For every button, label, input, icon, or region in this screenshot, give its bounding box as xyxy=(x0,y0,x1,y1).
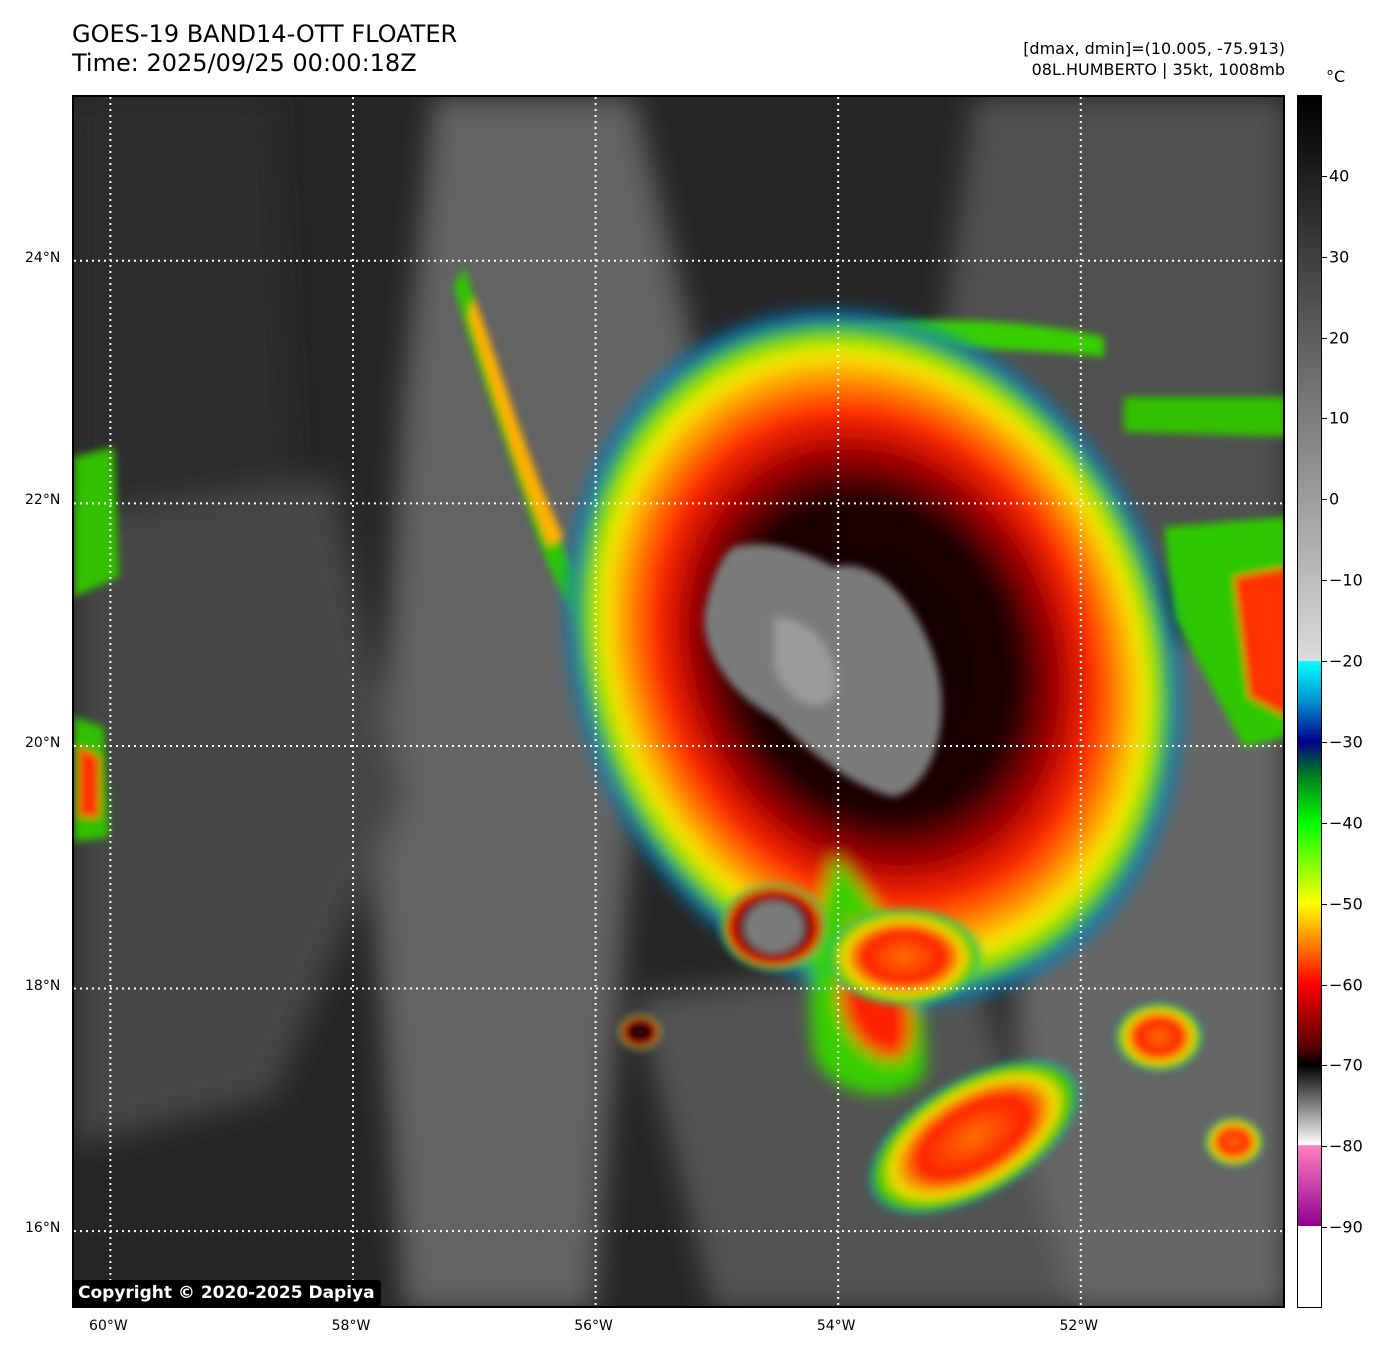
dmax-dmin-readout: [dmax, dmin]=(10.005, -75.913) xyxy=(1023,39,1285,58)
colorbar-tick-mark xyxy=(1322,1227,1327,1229)
lat-label: 16°N xyxy=(25,1220,61,1237)
lat-label: 22°N xyxy=(25,492,61,509)
colorbar-tick-label: −60 xyxy=(1329,975,1363,995)
colorbar-tick-mark xyxy=(1322,256,1327,258)
colorbar xyxy=(1297,95,1322,1308)
storm-info: [dmax, dmin]=(10.005, -75.913) 08L.HUMBE… xyxy=(1023,38,1285,80)
colorbar-tick-label: −50 xyxy=(1329,894,1363,914)
colorbar-tick-mark xyxy=(1322,175,1327,177)
lon-label: 60°W xyxy=(89,1318,128,1334)
colorbar-tick-mark xyxy=(1322,337,1327,339)
colorbar-tick-mark xyxy=(1322,741,1327,743)
colorbar-tick-label: −30 xyxy=(1329,732,1363,752)
colorbar-tick-mark xyxy=(1322,418,1327,420)
lat-label: 18°N xyxy=(25,977,61,994)
colorbar-tick-label: −40 xyxy=(1329,813,1363,833)
map-gridlines xyxy=(74,97,1283,1306)
colorbar-tick-mark xyxy=(1322,984,1327,986)
chart-title: GOES-19 BAND14-OTT FLOATER Time: 2025/09… xyxy=(72,20,457,78)
lon-label: 52°W xyxy=(1059,1318,1099,1334)
colorbar-tick-label: 30 xyxy=(1329,247,1350,267)
colorbar-tick-mark xyxy=(1322,1146,1327,1148)
colorbar-tick-label: −20 xyxy=(1329,651,1363,671)
lat-label: 24°N xyxy=(25,249,61,266)
satellite-map xyxy=(72,95,1285,1308)
colorbar-tick-mark xyxy=(1322,580,1327,582)
colorbar-tick-label: −70 xyxy=(1329,1055,1363,1075)
colorbar-tick-label: 10 xyxy=(1329,408,1350,428)
colorbar-tick-mark xyxy=(1322,822,1327,824)
colorbar-tick-mark xyxy=(1322,661,1327,663)
storm-name-intensity: 08L.HUMBERTO | 35kt, 1008mb xyxy=(1031,60,1285,79)
colorbar-tick-label: −90 xyxy=(1329,1217,1363,1237)
colorbar-tick-label: −10 xyxy=(1329,570,1363,590)
title-product: GOES-19 BAND14-OTT FLOATER xyxy=(72,20,458,48)
colorbar-tick-label: 20 xyxy=(1329,328,1350,348)
colorbar-tick-label: 0 xyxy=(1329,489,1340,509)
colorbar-tick-mark xyxy=(1322,499,1327,501)
colorbar-tick-label: −80 xyxy=(1329,1136,1363,1156)
colorbar-tick-label: 40 xyxy=(1329,166,1350,186)
colorbar-unit: °C xyxy=(1326,67,1346,86)
colorbar-tick-mark xyxy=(1322,1065,1327,1067)
colorbar-tick-mark xyxy=(1322,903,1327,905)
title-time: Time: 2025/09/25 00:00:18Z xyxy=(72,49,417,77)
satellite-imagery xyxy=(74,97,1283,1306)
lon-label: 56°W xyxy=(574,1318,613,1334)
lon-label: 58°W xyxy=(331,1318,371,1334)
lat-label: 20°N xyxy=(25,734,61,751)
copyright-badge: Copyright © 2020-2025 Dapiya xyxy=(72,1280,381,1306)
lon-label: 54°W xyxy=(816,1318,856,1334)
